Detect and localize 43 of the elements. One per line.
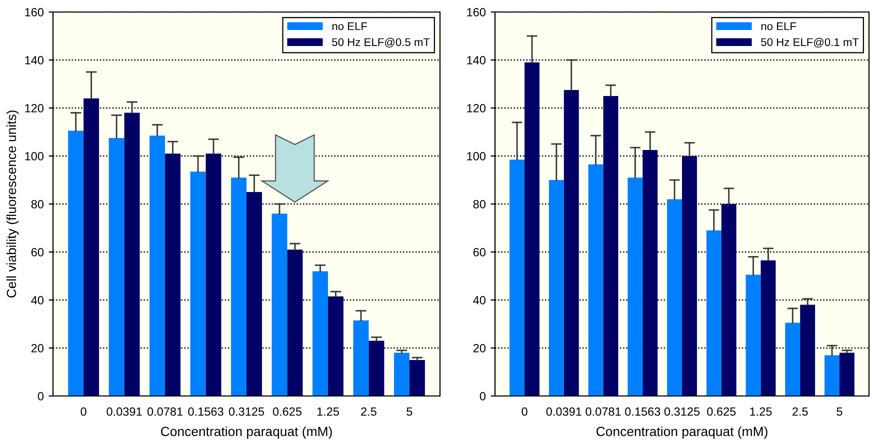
y-tick-label: 0 xyxy=(480,392,486,400)
y-tick-label: 160 xyxy=(467,8,486,16)
x-tick-label: 1.25 xyxy=(317,407,339,416)
y-tick-label: 20 xyxy=(473,344,486,352)
x-tick-label: 5 xyxy=(836,408,842,416)
y-tick-label: 80 xyxy=(31,200,44,208)
x-tick-label: 0.1563 xyxy=(625,407,660,416)
y-tick-label: 40 xyxy=(31,296,44,304)
y-tick-label: 40 xyxy=(473,296,486,304)
y-tick-label: 80 xyxy=(473,200,486,208)
y-tick-label: 140 xyxy=(467,56,486,64)
x-tick-label: 0.625 xyxy=(272,407,302,416)
x-axis-title: Concentration paraquat (mM) xyxy=(596,426,768,439)
x-tick-label: 0.0391 xyxy=(106,407,142,416)
y-tick-label: 60 xyxy=(31,248,44,256)
x-tick-label: 0 xyxy=(80,407,86,416)
x-tick-label: 0.625 xyxy=(707,407,736,416)
x-tick-label: 0.0781 xyxy=(586,407,621,416)
legend-label: no ELF xyxy=(332,22,368,30)
x-tick-label: 5 xyxy=(406,408,412,416)
x-tick-label: 1.25 xyxy=(750,407,772,416)
y-tick-label: 20 xyxy=(31,344,44,352)
y-axis-title: Cell viability (fluorescence units) xyxy=(6,110,19,298)
legend-label: 50 Hz ELF@0.5 mT xyxy=(332,38,430,48)
x-tick-label: 0.0391 xyxy=(546,407,582,416)
y-tick-label: 0 xyxy=(38,392,44,400)
legend-label: no ELF xyxy=(761,22,796,30)
x-tick-label: 2.5 xyxy=(792,407,808,416)
y-tick-label: 100 xyxy=(467,152,486,160)
x-tick-label: 0.0781 xyxy=(147,407,183,416)
y-tick-label: 140 xyxy=(25,56,44,64)
x-tick-label: 0.3125 xyxy=(228,407,264,416)
y-tick-label: 100 xyxy=(25,152,44,160)
y-tick-label: 60 xyxy=(473,248,486,256)
x-axis-title: Concentration paraquat (mM) xyxy=(161,426,332,439)
x-tick-label: 2.5 xyxy=(361,407,376,416)
x-tick-label: 0.1563 xyxy=(188,407,224,416)
y-tick-label: 120 xyxy=(467,104,486,112)
x-tick-label: 0.3125 xyxy=(664,407,700,416)
y-tick-label: 120 xyxy=(25,104,44,112)
legend-label: 50 Hz ELF@0.1 mT xyxy=(761,38,859,48)
x-tick-label: 0 xyxy=(522,407,528,416)
y-tick-label: 160 xyxy=(25,8,44,16)
